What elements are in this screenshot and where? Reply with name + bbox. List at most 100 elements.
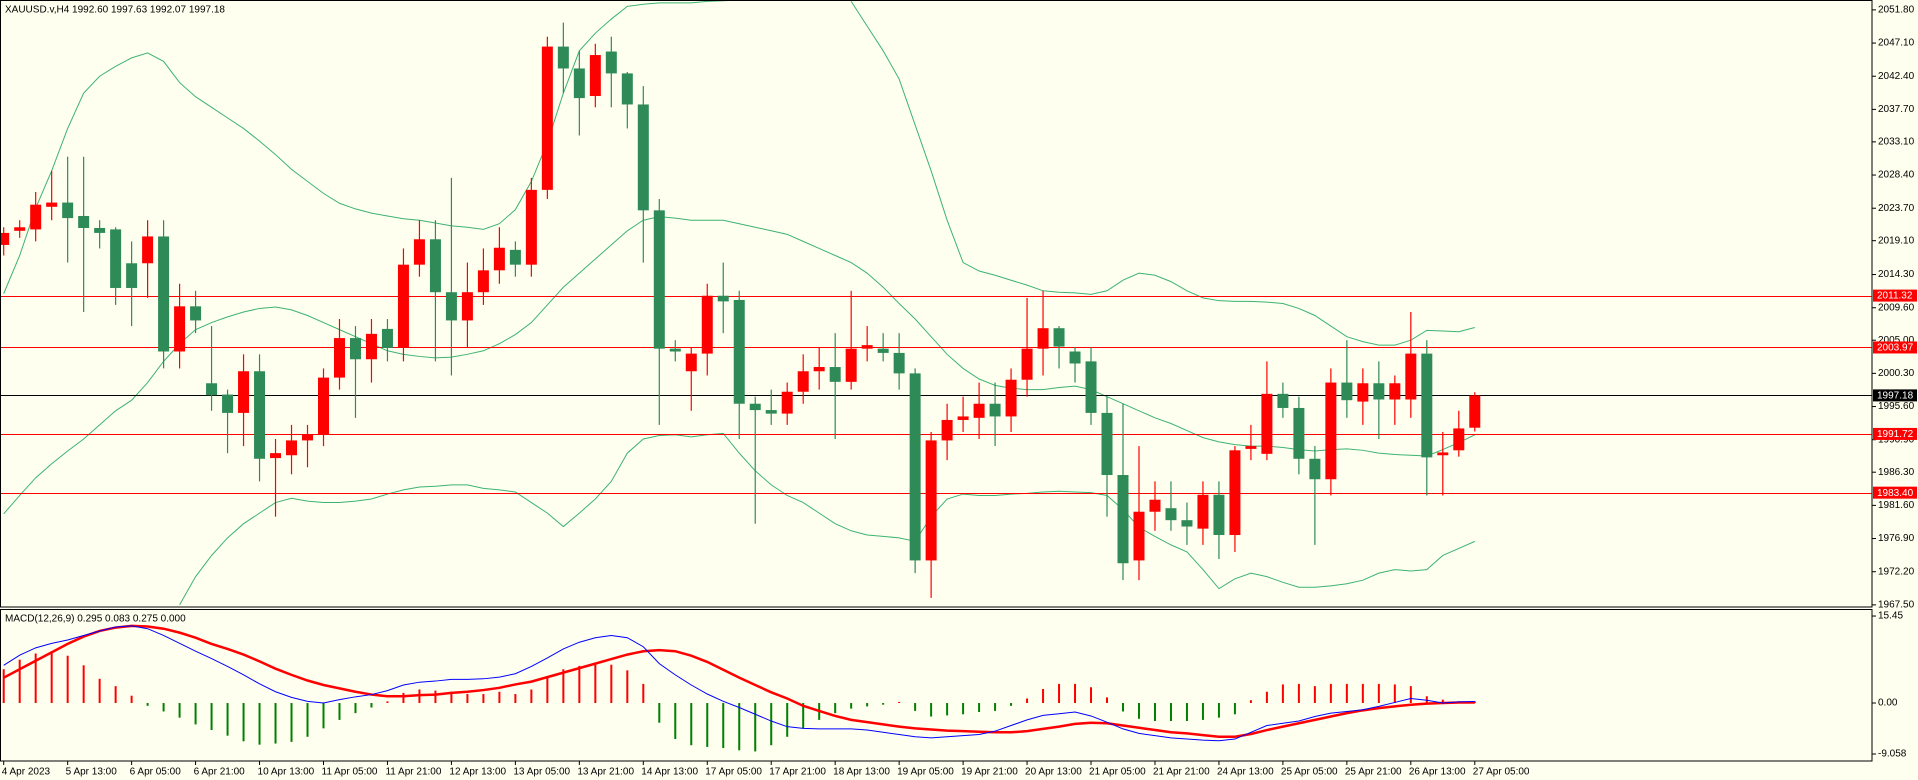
- candle-body: [557, 46, 569, 69]
- candle-body: [781, 391, 793, 414]
- macd-histogram-bar: [130, 695, 133, 704]
- candle-body: [1389, 383, 1401, 400]
- macd-histogram-bar: [946, 703, 949, 716]
- candle-body: [637, 104, 649, 211]
- y-tick-label: -9.058: [1878, 749, 1907, 760]
- y-tick-label: 2047.10: [1878, 38, 1915, 49]
- macd-histogram-bar: [962, 703, 965, 715]
- macd-histogram-bar: [1122, 703, 1124, 712]
- macd-histogram-bar: [1313, 686, 1316, 704]
- macd-histogram-bar: [210, 703, 213, 731]
- candle-body: [589, 55, 601, 96]
- x-tick-label: 12 Apr 13:00: [449, 767, 506, 778]
- x-tick-label: 18 Apr 13:00: [833, 767, 890, 778]
- macd-histogram-bar: [1265, 691, 1268, 704]
- candle-body: [461, 292, 473, 321]
- price-level-box: [1873, 289, 1917, 302]
- macd-histogram-bar: [578, 665, 581, 704]
- candle-body: [1133, 511, 1145, 561]
- x-tick-label: 11 Apr 21:00: [385, 767, 441, 778]
- bollinger-band: [3, 216, 1475, 515]
- macd-histogram-bar: [146, 703, 149, 706]
- macd-histogram-bar: [562, 669, 565, 704]
- x-tick-label: 19 Apr 21:00: [961, 767, 1018, 778]
- macd-histogram-bar: [978, 703, 981, 713]
- macd-histogram-bar: [18, 659, 21, 704]
- candle-body: [525, 189, 537, 265]
- candle-body: [925, 440, 937, 561]
- price-frame: [0, 0, 1873, 608]
- candle-body: [653, 210, 665, 349]
- price-level-box: [1873, 427, 1917, 440]
- candle-body: [685, 353, 697, 372]
- macd-histogram-bar: [450, 691, 453, 704]
- candle-body: [701, 295, 713, 354]
- candle-body: [1053, 328, 1065, 347]
- candle-body: [110, 229, 122, 288]
- candle-body: [893, 352, 905, 374]
- macd-histogram-bar: [1377, 683, 1380, 704]
- macd-histogram-bar: [770, 703, 773, 746]
- candle-body: [1149, 499, 1161, 512]
- candle-body: [1277, 393, 1289, 408]
- macd-histogram-bar: [1393, 684, 1396, 704]
- y-tick-label: 2009.60: [1878, 302, 1915, 313]
- macd-histogram-bar: [338, 703, 341, 720]
- candle-body: [381, 328, 393, 348]
- candle-body: [1037, 328, 1049, 349]
- macd-panel: [2, 624, 1476, 752]
- price-level-label: 1997.18: [1877, 391, 1914, 402]
- macd-histogram-bar: [1074, 683, 1077, 704]
- macd-histogram-bar: [514, 694, 517, 704]
- y-tick-label: 1967.50: [1878, 600, 1915, 611]
- candle-body: [333, 338, 345, 378]
- candle-body: [1213, 494, 1225, 536]
- candle-body: [1069, 351, 1081, 364]
- macd-histogram-bar: [1153, 703, 1156, 722]
- candle-body: [669, 348, 681, 352]
- macd-histogram-bar: [114, 686, 117, 704]
- macd-histogram-bar: [786, 703, 789, 737]
- macd-histogram-bar: [162, 703, 165, 712]
- candle-body: [989, 403, 1001, 417]
- macd-histogram-bar: [1106, 697, 1109, 704]
- macd-histogram-bar: [626, 670, 629, 704]
- x-tick-label: 19 Apr 05:00: [897, 767, 954, 778]
- candle-body: [142, 236, 154, 264]
- macd-histogram-bar: [1169, 703, 1172, 722]
- macd-histogram-bar: [1137, 703, 1140, 719]
- macd-histogram-bar: [306, 703, 309, 737]
- macd-histogram-bar: [98, 678, 101, 704]
- macd-histogram-bar: [370, 703, 373, 708]
- candle-body: [845, 348, 857, 382]
- y-tick-label: 2000.30: [1878, 368, 1915, 379]
- y-tick-label: 2019.10: [1878, 235, 1915, 246]
- x-tick-label: 21 Apr 05:00: [1089, 767, 1146, 778]
- candle-body: [0, 232, 10, 245]
- macd-histogram-bar: [754, 703, 757, 752]
- x-tick-label: 13 Apr 21:00: [577, 767, 634, 778]
- macd-histogram-bar: [1090, 687, 1093, 704]
- candle-body: [413, 239, 425, 265]
- macd-frame: [0, 609, 1873, 762]
- y-tick-label: 2033.10: [1878, 137, 1915, 148]
- candle-body: [78, 215, 90, 228]
- candle-body: [509, 249, 521, 265]
- candle-body: [717, 295, 729, 302]
- macd-histogram-bar: [1026, 698, 1029, 704]
- candle-body: [286, 440, 298, 456]
- macd-histogram-bar: [722, 703, 725, 749]
- y-tick-label: 0.00: [1878, 698, 1898, 709]
- macd-histogram-bar: [386, 701, 389, 704]
- candle-body: [30, 204, 42, 230]
- candle-body: [238, 371, 250, 413]
- candle-body: [1357, 383, 1369, 402]
- x-tick-label: 21 Apr 21:00: [1153, 767, 1210, 778]
- candle-body: [477, 270, 489, 293]
- macd-histogram-bar: [242, 703, 245, 742]
- macd-histogram-bar: [674, 703, 677, 740]
- y-tick-label: 2005.00: [1878, 335, 1915, 346]
- macd-title: MACD(12,26,9) 0.295 0.083 0.275 0.000: [5, 614, 186, 625]
